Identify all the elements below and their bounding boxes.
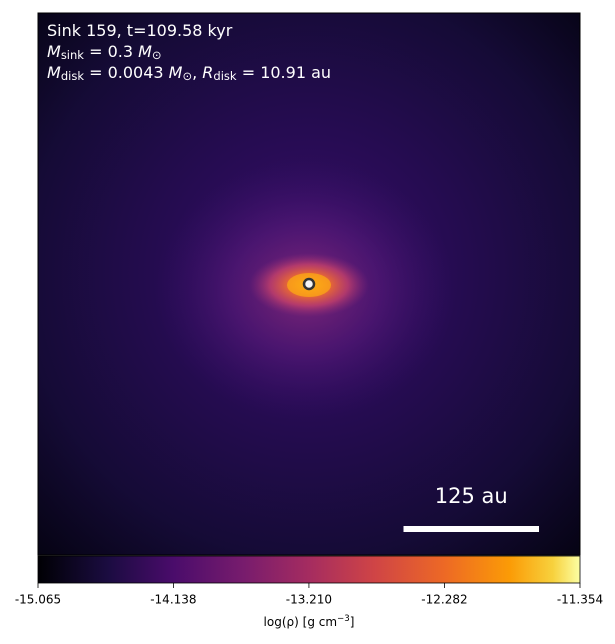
text-part: log(ρ) [g cm [264,615,338,629]
sink-marker [302,277,316,291]
text-part: disk [61,69,85,83]
text-part: M [47,63,61,82]
text-part: disk [213,69,237,83]
annotation: Msink = 0.3 M⊙ [47,42,162,62]
text-part: ⊙ [182,69,192,83]
colorbar-tick-label: -13.210 [286,593,332,607]
text-part: ⊙ [152,48,162,62]
text-part: = 0.0043 [84,63,169,82]
text-part: M [47,42,61,61]
colorbar-tick-label: -11.354 [557,593,603,607]
colorbar-tick-label: -12.282 [421,593,467,607]
text-part: , [192,63,202,82]
annotation: Sink 159, t=109.58 kyr [47,21,233,40]
colorbar-label: log(ρ) [g cm−3] [264,614,355,629]
density-image [38,13,580,555]
colorbar-tick-label: -14.138 [150,593,196,607]
colorbar-tick-label: -15.065 [15,593,61,607]
annotation: Mdisk = 0.0043 M⊙, Rdisk = 10.91 au [47,63,331,83]
text-part: R [202,63,213,82]
text-part: M [138,42,152,61]
text-part: Sink 159, t=109.58 kyr [47,21,233,40]
scale-bar-label: 125 au [435,484,508,508]
frame [37,12,581,556]
text-part: sink [61,48,84,62]
text-part: = 0.3 [84,42,138,61]
text-part: = 10.91 au [237,63,331,82]
text-part: M [169,63,183,82]
text-part: −3 [337,614,350,624]
colorbar [37,555,581,584]
text-part: ] [350,615,355,629]
